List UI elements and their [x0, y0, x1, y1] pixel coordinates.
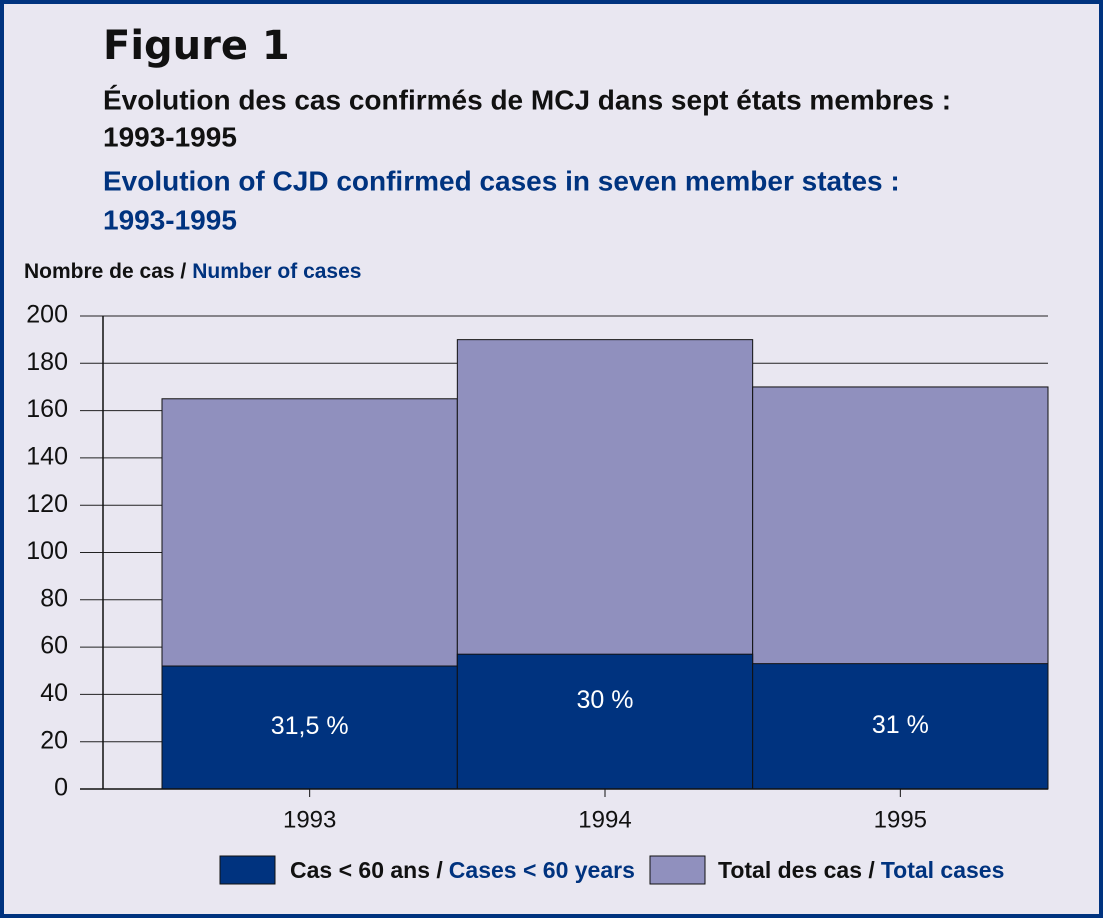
y-label-fr: Nombre de cas /: [24, 260, 186, 283]
y-tick-label: 160: [26, 395, 68, 423]
subtitle-en: Evolution of CJD confirmed cases in seve…: [103, 165, 900, 196]
x-tick-label: 1995: [874, 806, 927, 833]
bar-label: 30 %: [577, 686, 634, 714]
subtitle-en: 1993-1995: [103, 204, 237, 235]
y-tick-label: 40: [40, 679, 68, 707]
y-tick-label: 140: [26, 443, 68, 471]
y-tick-label: 180: [26, 348, 68, 376]
x-tick-label: 1994: [578, 806, 631, 833]
legend-swatch: [219, 855, 276, 885]
subtitle-fr: 1993-1995: [103, 121, 237, 152]
legend-name-en: Total cases: [881, 857, 1005, 883]
y-tick-label: 0: [54, 774, 68, 802]
y-tick-label: 200: [26, 301, 68, 329]
legend-label: Total des cas / Total cases: [718, 857, 1004, 883]
bar: [456, 653, 754, 790]
y-tick-label: 120: [26, 490, 68, 518]
legend-name-en: Cases < 60 years: [449, 857, 635, 883]
y-tick-label: 80: [40, 584, 68, 612]
chart-title: Figure 1: [103, 23, 290, 69]
bar-label: 31,5 %: [271, 712, 349, 740]
y-label-en: Number of cases: [192, 260, 361, 283]
bar: [161, 665, 458, 790]
y-axis-label: Nombre de cas / Number of cases: [24, 260, 361, 283]
bar-label: 31 %: [872, 711, 929, 739]
x-tick-label: 1993: [283, 806, 336, 833]
legend-name: Total des cas /: [718, 857, 875, 883]
legend-label: Cas < 60 ans / Cases < 60 years: [290, 857, 635, 883]
legend-swatch: [649, 855, 706, 885]
subtitle-fr: Évolution des cas confirmés de MCJ dans …: [103, 84, 951, 115]
legend-name: Cas < 60 ans /: [290, 857, 443, 883]
y-tick-label: 60: [40, 632, 68, 660]
y-tick-label: 100: [26, 537, 68, 565]
bar: [752, 663, 1049, 790]
y-tick-label: 20: [40, 726, 68, 754]
